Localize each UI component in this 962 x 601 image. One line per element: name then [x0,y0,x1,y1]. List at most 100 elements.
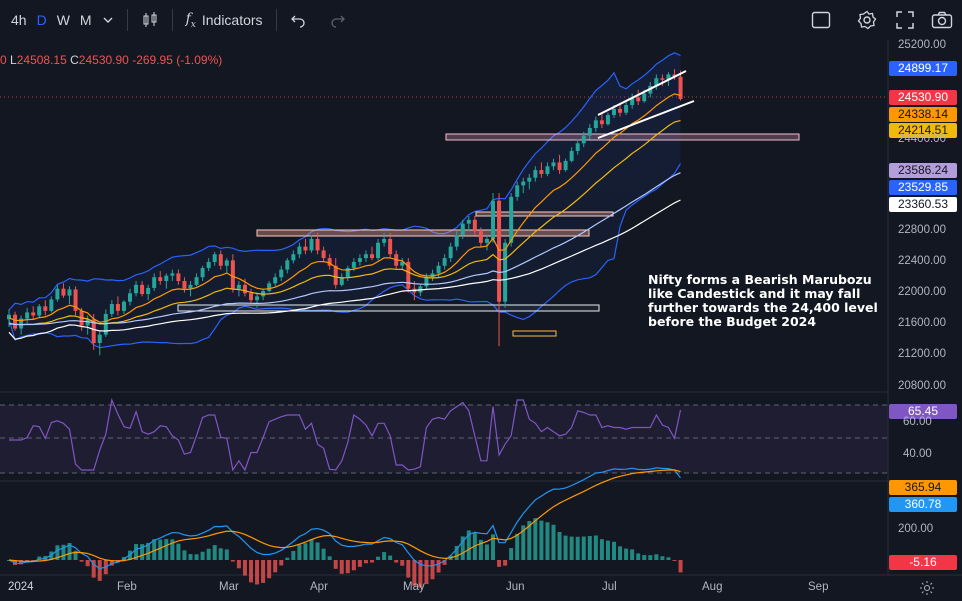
support-zone [512,330,557,337]
macd-line [8,467,681,570]
candle-body [478,231,483,243]
candle-body [291,254,296,261]
indicators-button[interactable]: fx Indicators [181,6,268,34]
candle-body [236,284,241,289]
candles-icon[interactable] [136,6,164,34]
candle-body [224,260,229,266]
candle-body [660,78,665,80]
camera-icon[interactable] [928,6,956,34]
time-label-may: May [403,581,425,593]
interval-m-button[interactable]: M [79,12,92,28]
candle-body [612,108,616,115]
macd-histogram-bar [454,545,459,560]
macd-histogram-bar [484,544,489,560]
ohlc-legend: 0 L24508.15 C24530.90 -269.95 (-1.09%) [0,53,222,67]
candle-body [97,334,102,344]
interval-w-button[interactable]: W [56,12,70,28]
support-zone [177,304,600,312]
rsi-value-tag: 65.45 [889,404,957,419]
macd-histogram-bar [164,539,169,560]
macd-histogram-bar [85,560,90,567]
candle-body [557,162,562,171]
macd-histogram-bar [497,560,502,567]
candle-body [200,268,205,278]
macd-histogram-bar [273,560,278,573]
time-label-sep: Sep [808,581,829,593]
macd-histogram-bar [442,560,447,565]
time-label-mar: Mar [219,581,239,593]
candle-body [315,238,320,251]
candle-body [158,277,163,282]
legend-change: -269.95 [132,53,173,67]
settings-icon[interactable] [916,577,938,599]
macd-histogram-bar [587,536,592,560]
legend-change-pct: (-1.09%) [176,53,223,67]
interval-4h-button[interactable]: 4h [11,12,27,28]
candle-body [194,277,199,285]
undo-icon[interactable] [285,6,311,34]
price-tag-bb-basis: 23586.24 [889,163,957,178]
macd-signal-line [8,469,681,563]
macd-histogram-bar [309,539,314,560]
candle-body [388,238,393,255]
candle-body [605,114,610,125]
candle-body [37,306,42,316]
layout-icon[interactable] [807,6,835,34]
top-toolbar: 4h D W M fx Indicators [0,0,962,40]
macd-histogram-bar [321,548,326,560]
candle-body [424,277,429,287]
macd-histogram-bar [527,521,532,560]
macd-histogram-bar [400,560,405,566]
candle-body [333,265,338,285]
macd-histogram-bar [581,536,586,560]
macd-histogram-bar [140,544,145,560]
macd-line-tag: 360.78 [889,497,957,512]
redo-icon[interactable] [325,6,351,34]
settings-icon[interactable] [853,6,881,34]
toolbar-divider [275,9,277,31]
macd-histogram-bar [660,556,665,560]
candle-body [599,120,604,125]
legend-partial-value: 0 [0,53,7,67]
candle-body [351,261,356,269]
price-tag-ema-short: 24338.14 [889,107,957,122]
macd-histogram-bar [466,530,471,560]
macd-histogram-bar [394,560,399,563]
trend-channel-upper [597,70,687,116]
macd-histogram-bar [460,536,465,560]
macd-histogram-bar [430,560,435,580]
candle-body [7,314,11,320]
macd-histogram-bar [158,539,163,560]
candle-body [321,250,326,259]
macd-histogram-bar [363,560,368,564]
bollinger-upper-line [8,52,681,311]
candle-body [67,289,72,296]
macd-histogram-bar [678,560,683,573]
candle-body [654,78,659,86]
macd-histogram-bar [503,560,508,566]
macd-histogram-bar [152,539,157,560]
candle-body [206,261,211,269]
candle-body [273,277,278,284]
macd-tick: 200.00 [898,523,934,535]
macd-histogram-bar [79,560,84,562]
interval-d-button[interactable]: D [36,12,47,28]
chevron-down-icon[interactable] [97,6,119,34]
macd-histogram-bar [521,525,526,560]
fullscreen-icon[interactable] [891,6,919,34]
candle-body [376,242,381,259]
candle-body [587,128,592,136]
candle-body [140,284,145,295]
candle-body [400,261,405,266]
macd-histogram-bar [194,554,199,560]
candle-body [466,219,471,224]
candle-body [279,269,284,278]
candle-body [382,238,387,243]
macd-histogram-bar [357,560,362,567]
macd-histogram-bar [636,553,641,560]
candle-body [521,181,526,186]
macd-histogram-bar [327,556,332,560]
bollinger-lower-line [8,163,682,349]
rsi-pane [0,392,888,480]
